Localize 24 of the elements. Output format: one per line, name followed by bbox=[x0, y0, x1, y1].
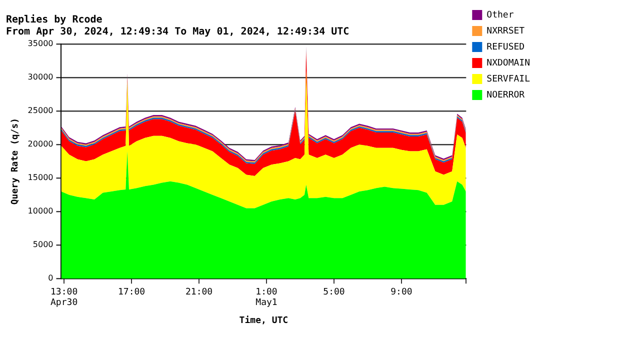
legend-label: REFUSED bbox=[486, 42, 525, 52]
legend-label: NXDOMAIN bbox=[486, 58, 530, 68]
y-tick-label: 0 bbox=[48, 274, 54, 283]
legend-label: Other bbox=[486, 10, 514, 20]
y-axis-title: Query Rate (q/s) bbox=[10, 118, 21, 205]
x-tick-label: 9:00 bbox=[390, 287, 412, 298]
y-tick-label: 35000 bbox=[28, 39, 54, 48]
legend-label: SERVFAIL bbox=[486, 74, 530, 84]
x-axis-title: Time, UTC bbox=[239, 314, 288, 326]
x-tick-label: 1:00 May1 bbox=[256, 287, 278, 308]
y-tick-label: 15000 bbox=[28, 173, 54, 182]
y-tick-label: 30000 bbox=[28, 72, 54, 82]
y-tick-label: 5000 bbox=[32, 240, 54, 250]
x-tick-label: 17:00 bbox=[118, 287, 146, 298]
y-tick-label: 25000 bbox=[28, 106, 54, 116]
y-tick-label: 20000 bbox=[28, 140, 54, 149]
x-tick-label: 21:00 bbox=[185, 287, 213, 298]
legend-label: NXRRSET bbox=[486, 26, 526, 36]
legend-label: NOERROR bbox=[486, 90, 526, 100]
chart-subtitle: From Apr 30, 2024, 12:49:34 To May 01, 2024, 12:49:34 UTC bbox=[6, 26, 350, 38]
x-tick-label: 5:00 bbox=[323, 287, 345, 298]
x-tick-label: 13:00 Apr30 bbox=[50, 287, 78, 308]
y-tick-label: 10000 bbox=[28, 206, 54, 216]
chart-title: Replies by Rcode bbox=[6, 14, 102, 26]
